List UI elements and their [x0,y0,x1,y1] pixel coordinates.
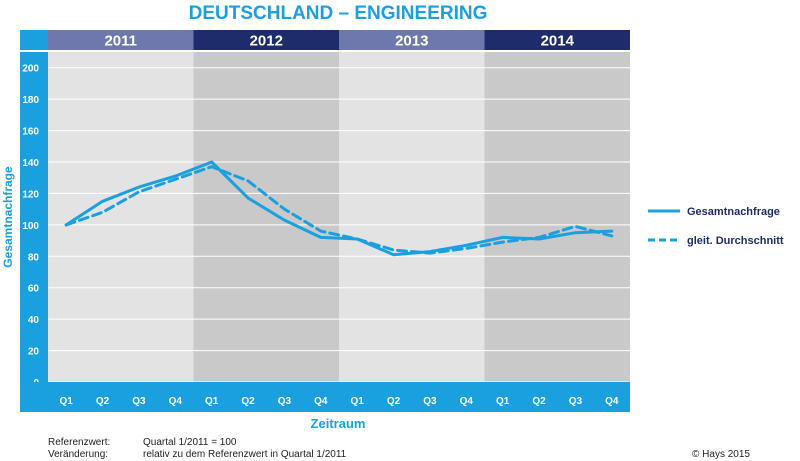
y-tick-labels: 020406080100120140160180200 [22,64,39,389]
legend-label-gleit-durchschnitt: gleit. Durchschnitt [687,235,784,247]
year-header-cell [48,30,194,50]
year-band [339,52,485,382]
y-tick-label: 120 [22,189,39,200]
year-band [193,52,339,382]
x-tick-label: Q1 [496,396,510,407]
x-tick-label: Q1 [351,396,365,407]
x-tick-label: Q4 [169,396,183,407]
x-tick-label: Q1 [205,396,219,407]
y-tick-label: 100 [22,221,39,232]
year-header-cell [339,30,485,50]
x-tick-label: Q1 [60,396,74,407]
x-tick-label: Q3 [569,396,583,407]
legend-label-gesamtnachfrage: Gesamtnachfrage [687,206,780,218]
x-axis-label: Zeitraum [311,416,366,431]
x-tick-label: Q3 [132,396,146,407]
y-tick-label: 200 [22,64,39,75]
copyright: © Hays 2015 [692,449,750,460]
year-header: 2011 2012 2013 2014 [20,30,630,50]
x-axis-strip [20,382,630,412]
x-tick-label: Q2 [241,396,255,407]
x-tick-label: Q2 [387,396,401,407]
x-tick-label: Q2 [532,396,546,407]
year-header-cell [484,30,630,50]
legend: Gesamtnachfrage gleit. Durchschnitt [648,206,784,247]
series-line-gleit-durchschnitt [64,165,614,255]
y-tick-label: 80 [28,252,40,263]
y-tick-label: 160 [22,127,39,138]
x-tick-label: Q4 [460,396,474,407]
x-tick-label: Q3 [423,396,437,407]
change-label: Veränderung: [48,449,109,460]
series-lines [64,160,614,257]
x-tick-labels: Q1 Q2 Q3 Q4 Q1 Q2 Q3 Q4 Q1 Q2 Q3 Q4 Q1 Q2 Q3 Q4 [60,396,619,407]
change-value: relativ zu dem Referenzwert in Quartal 1… [143,449,347,460]
year-label: 2013 [395,33,428,50]
year-label: 2014 [541,33,575,50]
year-band [484,52,630,382]
reference-label: Referenzwert: [48,437,111,448]
year-label: 2012 [250,33,283,50]
x-tick-label: Q2 [96,396,110,407]
x-tick-label: Q4 [314,396,328,407]
x-tick-label: Q4 [605,396,619,407]
y-tick-label: 60 [28,284,40,295]
year-header-cell [193,30,339,50]
background-bands [48,52,630,382]
y-axis-label: Gesamtnachfrage [1,166,15,268]
y-tick-label: 20 [28,347,40,358]
gridlines [48,67,630,383]
chart-title: DEUTSCHLAND – ENGINEERING [189,3,488,24]
series-line-gesamtnachfrage [64,160,614,257]
y-axis-strip [20,52,48,382]
year-band [48,52,194,382]
year-header-corner [20,30,48,50]
reference-notes: Referenzwert: Quartal 1/2011 = 100 Verän… [48,437,346,460]
y-tick-label: 140 [22,158,39,169]
reference-value: Quartal 1/2011 = 100 [143,437,237,448]
y-tick-label: 180 [22,95,39,106]
y-tick-label: 40 [28,315,40,326]
x-tick-label: Q3 [278,396,292,407]
year-label: 2011 [104,33,137,50]
